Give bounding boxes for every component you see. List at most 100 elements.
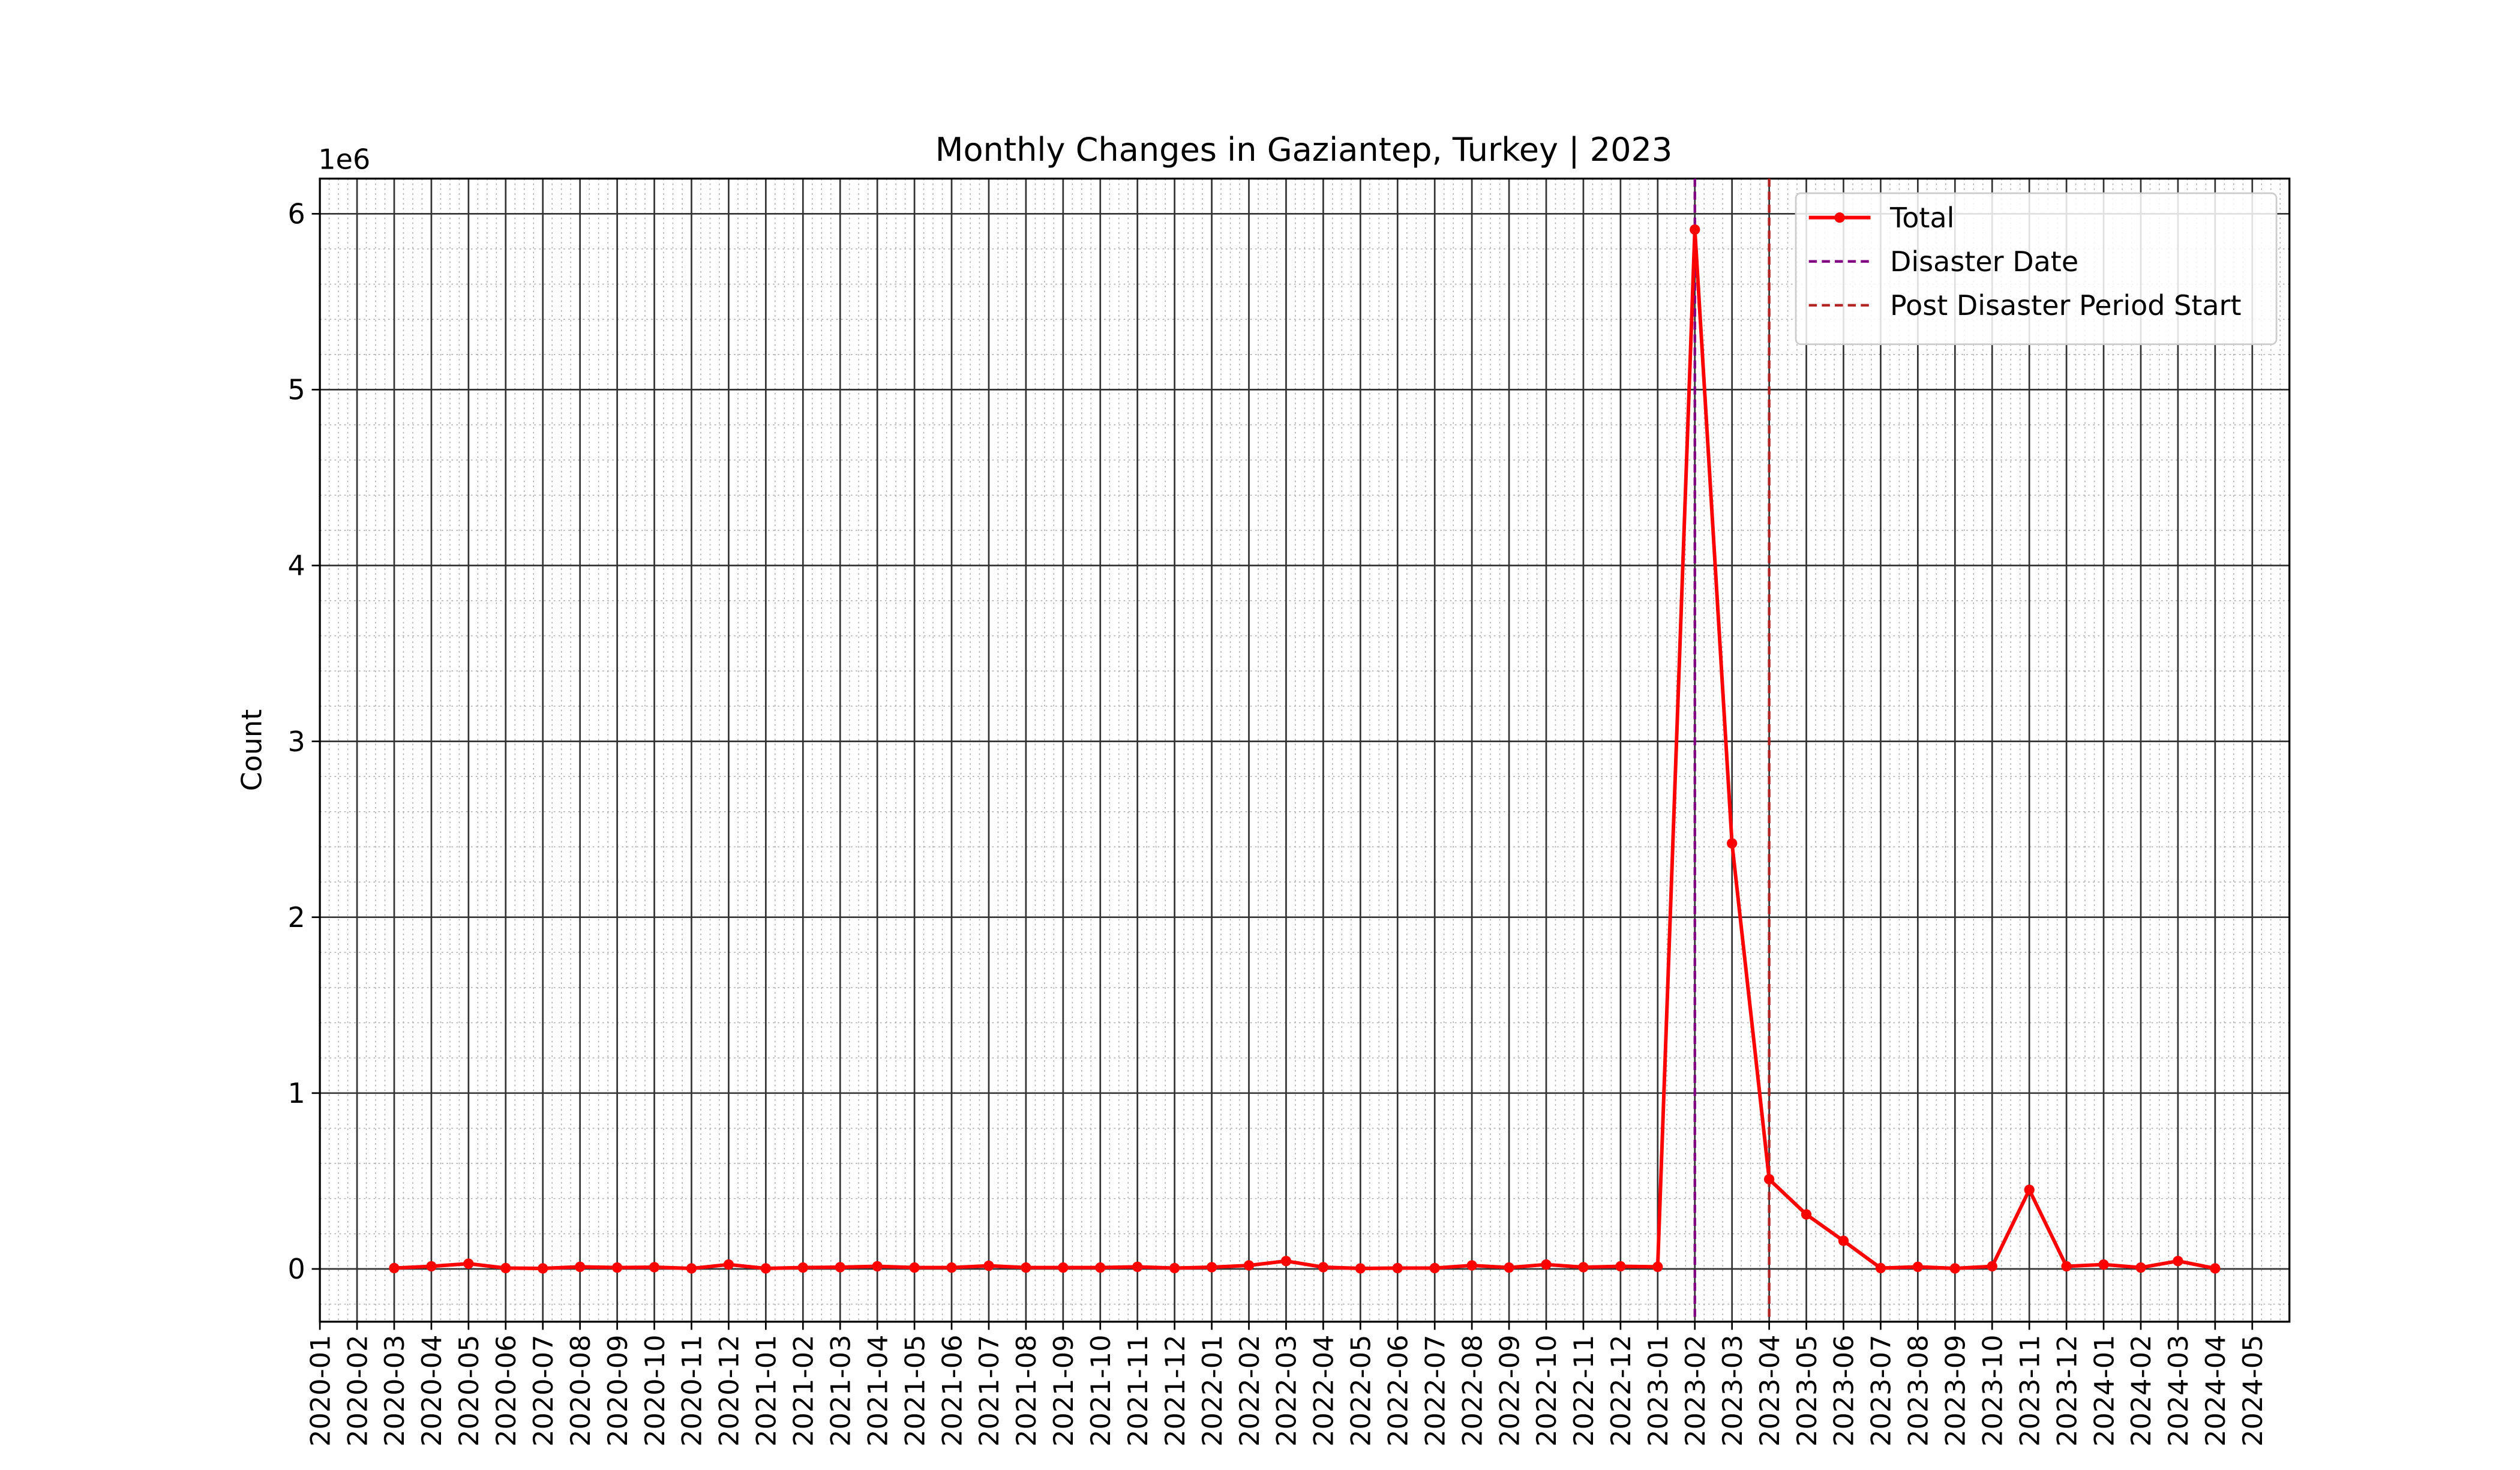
x-tick-label: 2020-02 xyxy=(342,1334,373,1447)
x-tick-label: 2024-02 xyxy=(2126,1334,2157,1447)
x-tick-label: 2020-09 xyxy=(602,1334,634,1447)
legend-box xyxy=(1795,192,2278,346)
data-point xyxy=(1392,1262,1403,1274)
y-tick-label: 5 xyxy=(287,374,305,406)
x-tick-label: 2023-02 xyxy=(1680,1334,1711,1447)
x-tick-label: 2023-06 xyxy=(1829,1334,1860,1447)
data-point xyxy=(2098,1259,2109,1270)
x-tick-label: 2020-12 xyxy=(714,1334,745,1447)
data-point xyxy=(611,1262,623,1273)
data-point xyxy=(389,1262,400,1274)
x-tick-label: 2021-07 xyxy=(974,1334,1005,1447)
x-tick-label: 2021-06 xyxy=(937,1334,968,1447)
x-tick-label: 2022-11 xyxy=(1568,1334,1600,1447)
x-tick-label: 2024-01 xyxy=(2089,1334,2120,1447)
data-point xyxy=(1429,1262,1440,1274)
data-point xyxy=(1875,1262,1886,1274)
data-point xyxy=(1318,1262,1329,1273)
x-tick-label: 2022-08 xyxy=(1457,1334,1488,1447)
y-tick-label: 4 xyxy=(287,550,305,582)
chart-title: Monthly Changes in Gaziantep, Turkey | 2… xyxy=(935,131,1673,169)
data-point xyxy=(1206,1262,1217,1273)
data-point xyxy=(1132,1261,1143,1273)
x-tick-label: 2022-03 xyxy=(1271,1334,1303,1447)
data-point xyxy=(1838,1235,1849,1246)
data-point xyxy=(1801,1209,1812,1220)
x-tick-label: 2023-07 xyxy=(1866,1334,1897,1447)
data-point xyxy=(2173,1256,2183,1267)
y-tick-label: 3 xyxy=(287,725,305,758)
data-point xyxy=(2210,1263,2221,1274)
data-point xyxy=(1578,1262,1589,1273)
data-point xyxy=(1280,1256,1292,1267)
x-tick-label: 2023-03 xyxy=(1717,1334,1748,1447)
x-tick-label: 2022-09 xyxy=(1494,1334,1525,1447)
legend-label: Post Disaster Period Start xyxy=(1890,289,2242,322)
x-tick-label: 2020-07 xyxy=(528,1334,559,1447)
x-tick-label: 2023-04 xyxy=(1754,1334,1786,1447)
data-point xyxy=(723,1259,734,1270)
x-tick-label: 2020-06 xyxy=(491,1334,522,1447)
data-point xyxy=(872,1261,883,1272)
series-line xyxy=(394,227,2216,1271)
x-tick-label: 2024-04 xyxy=(2200,1334,2231,1447)
legend-label: Disaster Date xyxy=(1890,245,2078,278)
data-point xyxy=(1021,1262,1031,1273)
legend-marker xyxy=(1834,212,1845,223)
x-tick-label: 2022-12 xyxy=(1606,1334,1637,1447)
x-tick-label: 2022-02 xyxy=(1234,1334,1265,1447)
data-point xyxy=(797,1262,808,1273)
data-point xyxy=(1541,1259,1552,1270)
x-tick-label: 2020-03 xyxy=(379,1334,410,1447)
x-tick-label: 2023-01 xyxy=(1643,1334,1674,1447)
data-point xyxy=(2061,1261,2072,1272)
data-point xyxy=(1949,1263,1960,1274)
data-point xyxy=(983,1260,994,1271)
x-tick-label: 2020-04 xyxy=(416,1334,448,1447)
y-tick-label: 2 xyxy=(287,901,305,934)
data-point xyxy=(1652,1261,1663,1273)
data-point xyxy=(1727,838,1738,849)
x-tick-label: 2021-04 xyxy=(862,1334,893,1447)
x-tick-label: 2023-05 xyxy=(1792,1334,1823,1447)
y-offset-label: 1e6 xyxy=(318,143,370,175)
x-tick-label: 2020-11 xyxy=(677,1334,708,1447)
data-point xyxy=(946,1262,957,1273)
x-tick-label: 2022-06 xyxy=(1382,1334,1414,1447)
y-tick-label: 6 xyxy=(287,198,305,230)
x-tick-label: 2023-12 xyxy=(2051,1334,2083,1447)
data-point xyxy=(426,1261,437,1272)
data-point xyxy=(1095,1262,1106,1273)
y-tick-label: 0 xyxy=(287,1253,305,1285)
x-tick-label: 2022-04 xyxy=(1309,1334,1340,1447)
x-tick-label: 2021-08 xyxy=(1011,1334,1042,1447)
legend-label: Total xyxy=(1889,202,1954,234)
x-tick-label: 2024-05 xyxy=(2237,1334,2269,1447)
x-tick-label: 2023-11 xyxy=(2014,1334,2045,1447)
x-tick-label: 2020-01 xyxy=(305,1334,336,1447)
data-point xyxy=(1504,1262,1514,1273)
x-tick-label: 2024-03 xyxy=(2163,1334,2194,1447)
data-point xyxy=(538,1263,548,1274)
data-point xyxy=(575,1261,586,1273)
data-point xyxy=(1987,1261,1997,1272)
x-tick-label: 2021-11 xyxy=(1123,1334,1154,1447)
x-tick-label: 2023-08 xyxy=(1903,1334,1934,1447)
data-point xyxy=(1690,224,1700,235)
x-tick-label: 2022-05 xyxy=(1346,1334,1377,1447)
x-tick-label: 2023-09 xyxy=(1940,1334,1972,1447)
x-tick-label: 2021-03 xyxy=(825,1334,856,1447)
x-tick-label: 2021-01 xyxy=(751,1334,782,1447)
data-point xyxy=(1355,1263,1366,1274)
x-tick-label: 2021-09 xyxy=(1048,1334,1079,1447)
x-tick-label: 2020-08 xyxy=(565,1334,596,1447)
data-point xyxy=(2024,1184,2035,1195)
data-point xyxy=(1912,1261,1924,1273)
data-point xyxy=(649,1262,660,1273)
x-tick-label: 2022-07 xyxy=(1420,1334,1451,1447)
data-point xyxy=(760,1263,772,1274)
x-tick-label: 2021-02 xyxy=(788,1334,820,1447)
data-point xyxy=(2135,1262,2146,1273)
x-tick-label: 2020-10 xyxy=(640,1334,671,1447)
